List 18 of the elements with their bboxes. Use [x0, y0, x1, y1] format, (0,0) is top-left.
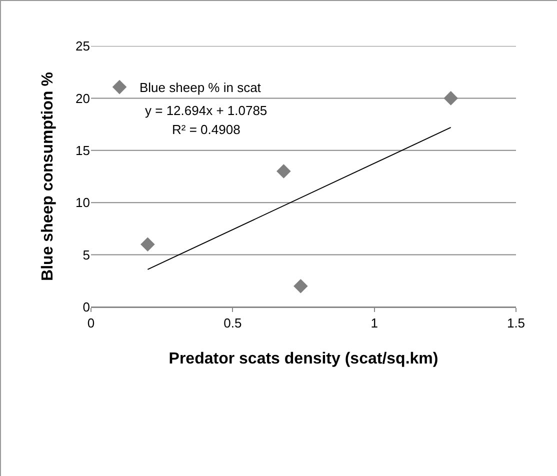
- point: [294, 278, 308, 294]
- x-axis-title: Predator scats density (scat/sq.km): [168, 350, 438, 368]
- point: [444, 91, 458, 106]
- legend-label: Blue sheep % in scat: [140, 80, 262, 96]
- annotation: y = 12.694x + 1.0785: [145, 103, 268, 118]
- annotation: R² = 0.4908: [172, 122, 240, 137]
- x-tick-label: 1.5: [506, 316, 526, 331]
- x-tick-label: 0.5: [224, 316, 242, 331]
- point: [140, 237, 155, 252]
- y-tick-label: 10: [76, 195, 90, 210]
- y-tick-label: 25: [76, 38, 90, 54]
- y-tick-label: 15: [76, 142, 90, 158]
- point: [276, 164, 291, 178]
- y-axis-title: Blue sheep consumption %: [39, 72, 56, 281]
- y-tick-label: 20: [76, 90, 90, 106]
- y-tick-label: 0: [82, 300, 90, 315]
- x-tick-label: 1: [370, 316, 378, 331]
- y-tick-label: 5: [82, 247, 90, 262]
